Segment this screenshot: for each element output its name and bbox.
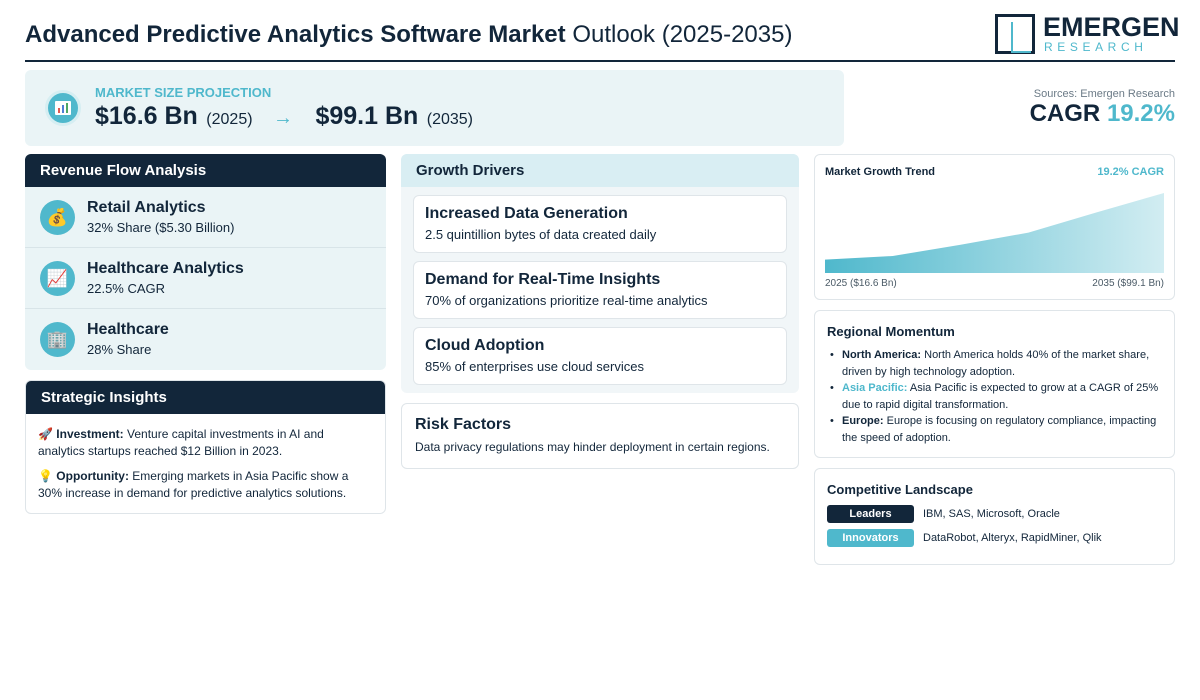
region-item: Europe: Europe is focusing on regulatory… bbox=[827, 413, 1167, 446]
sources-text: Sources: Emergen Research bbox=[1033, 88, 1175, 100]
page-title-bold: Advanced Predictive Analytics Software M… bbox=[25, 21, 566, 48]
growth-area-series bbox=[825, 193, 1164, 273]
regional-momentum-card: Regional Momentum North America: North A… bbox=[814, 310, 1175, 458]
money-bag-icon: 💰 bbox=[40, 200, 75, 235]
competitive-title: Competitive Landscape bbox=[827, 482, 973, 497]
growth-drivers-card: Growth Drivers Increased Data Generation… bbox=[401, 154, 799, 393]
driver-title: Demand for Real-Time Insights bbox=[425, 271, 661, 288]
revenue-item: 📈 Healthcare Analytics 22.5% CAGR bbox=[25, 248, 386, 309]
chart-end-label: 2035 ($99.1 Bn) bbox=[1092, 278, 1164, 289]
risk-factors-text: Data privacy regulations may hinder depl… bbox=[415, 440, 770, 454]
revenue-item: 🏢 Healthcare 28% Share bbox=[25, 309, 386, 370]
revenue-item-sub: 28% Share bbox=[87, 342, 152, 357]
rocket-icon: 🚀 bbox=[38, 427, 53, 441]
revenue-item-title: Retail Analytics bbox=[87, 199, 206, 216]
logo-subtitle: RESEARCH bbox=[1044, 40, 1148, 54]
growth-area-chart bbox=[825, 193, 1164, 273]
risk-factors-card: Risk Factors Data privacy regulations ma… bbox=[401, 403, 799, 469]
chart-start-label: 2025 ($16.6 Bn) bbox=[825, 278, 897, 289]
end-value: $99.1 Bn bbox=[315, 102, 419, 130]
insight-text: Emerging markets in Asia Pacific show a … bbox=[38, 469, 349, 500]
chart-cagr-label: 19.2% CAGR bbox=[1097, 166, 1164, 178]
lightbulb-icon: 💡 bbox=[38, 469, 53, 483]
page-title-rest: Outlook (2025-2035) bbox=[572, 21, 793, 48]
driver-title: Cloud Adoption bbox=[425, 337, 545, 354]
insight-label: Opportunity: bbox=[56, 469, 129, 483]
driver-sub: 85% of enterprises use cloud services bbox=[425, 359, 644, 374]
revenue-item-title: Healthcare bbox=[87, 321, 169, 338]
bar-chart-icon bbox=[45, 90, 81, 126]
insight-label: Investment: bbox=[56, 427, 124, 441]
region-name: North America: bbox=[842, 349, 922, 361]
insight-investment: 🚀 Investment: Venture capital investment… bbox=[38, 426, 368, 460]
building-icon: 🏢 bbox=[40, 322, 75, 357]
page-header: Advanced Predictive Analytics Software M… bbox=[25, 12, 1180, 62]
market-size-values: $16.6 Bn (2025) → $99.1 Bn (2035) bbox=[95, 102, 473, 131]
market-growth-trend-card: Market Growth Trend 19.2% CAGR 2025 ($16… bbox=[814, 154, 1175, 300]
logo-mark-icon bbox=[995, 14, 1035, 54]
driver-sub: 2.5 quintillion bytes of data created da… bbox=[425, 227, 657, 242]
strategic-insights-title: Strategic Insights bbox=[26, 381, 385, 414]
insight-opportunity: 💡 Opportunity: Emerging markets in Asia … bbox=[38, 468, 368, 502]
revenue-item-title: Healthcare Analytics bbox=[87, 260, 244, 277]
cagr-headline: CAGR 19.2% bbox=[1030, 100, 1175, 128]
cagr-value: 19.2% bbox=[1106, 100, 1175, 127]
revenue-item-sub: 32% Share ($5.30 Billion) bbox=[87, 220, 235, 235]
start-year: (2025) bbox=[206, 111, 253, 128]
competitor-row: Leaders IBM, SAS, Microsoft, Oracle bbox=[827, 505, 1167, 523]
region-text: Europe is focusing on regulatory complia… bbox=[842, 415, 1157, 444]
market-size-label: MARKET SIZE PROJECTION bbox=[95, 85, 272, 100]
risk-factors-title: Risk Factors bbox=[415, 416, 512, 433]
growth-drivers-title: Growth Drivers bbox=[401, 154, 799, 187]
end-year: (2035) bbox=[426, 111, 473, 128]
region-item: Asia Pacific: Asia Pacific is expected t… bbox=[827, 380, 1167, 413]
driver-item: Cloud Adoption 85% of enterprises use cl… bbox=[413, 327, 787, 385]
driver-sub: 70% of organizations prioritize real-tim… bbox=[425, 293, 708, 308]
region-name: Asia Pacific: bbox=[842, 382, 908, 394]
trend-up-icon: 📈 bbox=[40, 261, 75, 296]
regional-list: North America: North America holds 40% o… bbox=[827, 347, 1167, 446]
region-name: Europe: bbox=[842, 415, 884, 427]
arrow-right-icon: → bbox=[273, 107, 293, 129]
region-text: Asia Pacific is expected to grow at a CA… bbox=[842, 382, 1159, 411]
driver-title: Increased Data Generation bbox=[425, 205, 628, 222]
revenue-item-sub: 22.5% CAGR bbox=[87, 281, 166, 296]
competitor-list: DataRobot, Alteryx, RapidMiner, Qlik bbox=[923, 532, 1102, 544]
region-item: North America: North America holds 40% o… bbox=[827, 347, 1167, 380]
leaders-badge: Leaders bbox=[827, 505, 914, 523]
innovators-badge: Innovators bbox=[827, 529, 914, 547]
competitor-list: IBM, SAS, Microsoft, Oracle bbox=[923, 508, 1060, 520]
logo-name: EMERGEN bbox=[1043, 12, 1180, 42]
revenue-flow-card: Revenue Flow Analysis 💰 Retail Analytics… bbox=[25, 154, 386, 370]
competitor-row: Innovators DataRobot, Alteryx, RapidMine… bbox=[827, 529, 1167, 547]
insight-text: Venture capital investments in AI and an… bbox=[38, 427, 324, 458]
driver-item: Increased Data Generation 2.5 quintillio… bbox=[413, 195, 787, 253]
region-text: North America holds 40% of the market sh… bbox=[842, 349, 1150, 378]
page-title: Advanced Predictive Analytics Software M… bbox=[25, 21, 792, 49]
competitive-landscape-card: Competitive Landscape Leaders IBM, SAS, … bbox=[814, 468, 1175, 565]
revenue-item: 💰 Retail Analytics 32% Share ($5.30 Bill… bbox=[25, 187, 386, 248]
start-value: $16.6 Bn bbox=[95, 102, 198, 130]
cagr-label: CAGR bbox=[1029, 100, 1101, 127]
strategic-insights-card: Strategic Insights 🚀 Investment: Venture… bbox=[25, 380, 386, 514]
emergen-logo[interactable]: EMERGEN RESEARCH bbox=[995, 12, 1180, 56]
regional-title: Regional Momentum bbox=[827, 324, 955, 339]
driver-item: Demand for Real-Time Insights 70% of org… bbox=[413, 261, 787, 319]
chart-title: Market Growth Trend bbox=[825, 166, 936, 178]
market-size-banner: MARKET SIZE PROJECTION $16.6 Bn (2025) →… bbox=[25, 70, 844, 146]
revenue-flow-title: Revenue Flow Analysis bbox=[25, 154, 386, 187]
